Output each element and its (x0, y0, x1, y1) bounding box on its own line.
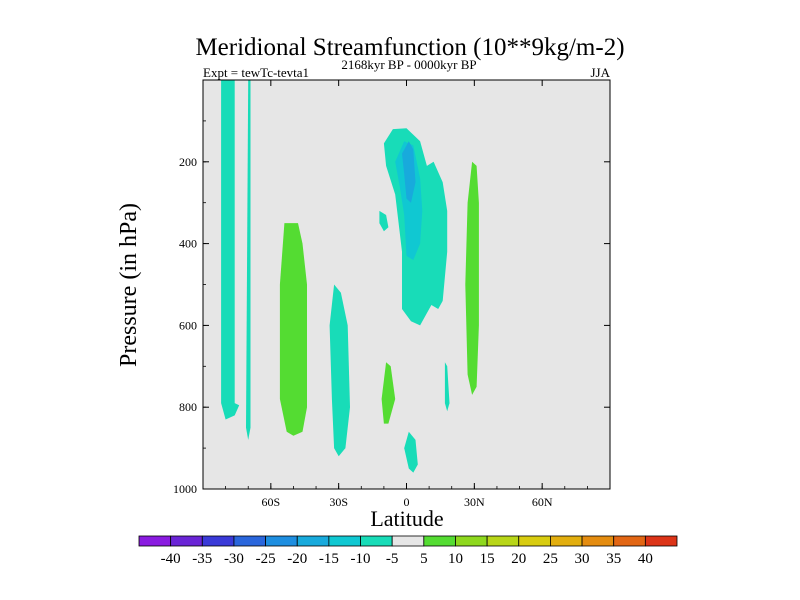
colorbar-label: -30 (224, 551, 244, 567)
colorbar-label: 35 (606, 551, 621, 567)
chart-title: Meridional Streamfunction (10**9kg/m-2) (195, 34, 624, 61)
contour-region-5 (381, 362, 396, 424)
colorbar-label: 25 (543, 551, 558, 567)
y-axis-label: Pressure (in hPa) (116, 203, 142, 367)
contour-region-3 (279, 223, 307, 436)
y-tick-label: 400 (179, 237, 197, 251)
colorbar-swatch (518, 535, 551, 547)
x-tick-label: 60N (532, 495, 553, 509)
colorbar-swatch (138, 535, 172, 547)
colorbar-swatch (486, 535, 520, 547)
colorbar-swatch (360, 535, 393, 547)
y-tick-label: 1000 (173, 482, 197, 496)
contour-region-11 (444, 362, 450, 412)
x-tick-label: 30N (464, 495, 485, 509)
contour-region-10 (402, 141, 416, 203)
y-tick-label: 800 (179, 400, 197, 414)
colorbar-swatch (644, 535, 678, 547)
y-tick-label: 200 (179, 155, 197, 169)
colorbar-swatch (201, 535, 235, 547)
colorbar-label: 30 (575, 551, 590, 567)
contour-region-4 (329, 284, 350, 457)
colorbar-label: -20 (287, 551, 307, 567)
colorbar-swatch (328, 535, 361, 547)
colorbar-label: 15 (480, 551, 495, 567)
contour-region-2 (246, 80, 251, 440)
colorbar-label: -15 (319, 551, 339, 567)
colorbar-label: -25 (256, 551, 276, 567)
colorbar-swatch (296, 535, 330, 547)
colorbar-label: 5 (420, 551, 428, 567)
colorbar-swatch (581, 535, 615, 547)
x-tick-label: 30S (329, 495, 348, 509)
x-tick-label: 0 (404, 495, 410, 509)
contour-region-1 (221, 80, 240, 420)
colorbar-label: -40 (161, 551, 181, 567)
colorbar-label: 10 (448, 551, 463, 567)
contour-region-6 (379, 210, 389, 232)
colorbar-label: -5 (386, 551, 399, 567)
colorbar-label: -35 (192, 551, 212, 567)
colorbar-swatch (170, 535, 203, 547)
axis-ticks: 60S 30S 0 30N 60N 200 400 600 800 1000 (173, 80, 610, 509)
colorbar-swatch (550, 535, 583, 547)
x-axis-label: Latitude (370, 506, 443, 531)
colorbar-swatch (455, 535, 488, 547)
contour-regions (221, 80, 479, 473)
y-tick-label: 600 (179, 318, 197, 332)
contour-region-12 (465, 161, 479, 395)
contour-region-7 (404, 431, 418, 473)
subtitle-period: 2168kyr BP - 0000kyr BP (341, 57, 476, 72)
colorbar-swatch (233, 535, 266, 547)
colorbar: -40 -35 -30 -25 -20 -15 -10 -5 5 10 15 20 25 30 35 40 (138, 535, 678, 567)
colorbar-swatch (613, 535, 646, 547)
x-tick-label: 60S (261, 495, 280, 509)
colorbar-label: 20 (511, 551, 526, 567)
colorbar-label: 40 (638, 551, 653, 567)
colorbar-swatch (265, 535, 298, 547)
subtitle-experiment: Expt = tewTc-tevta1 (203, 65, 309, 80)
subtitle-season: JJA (590, 65, 610, 80)
colorbar-swatch (391, 535, 425, 547)
colorbar-label: -10 (351, 551, 371, 567)
colorbar-swatch (423, 535, 456, 547)
